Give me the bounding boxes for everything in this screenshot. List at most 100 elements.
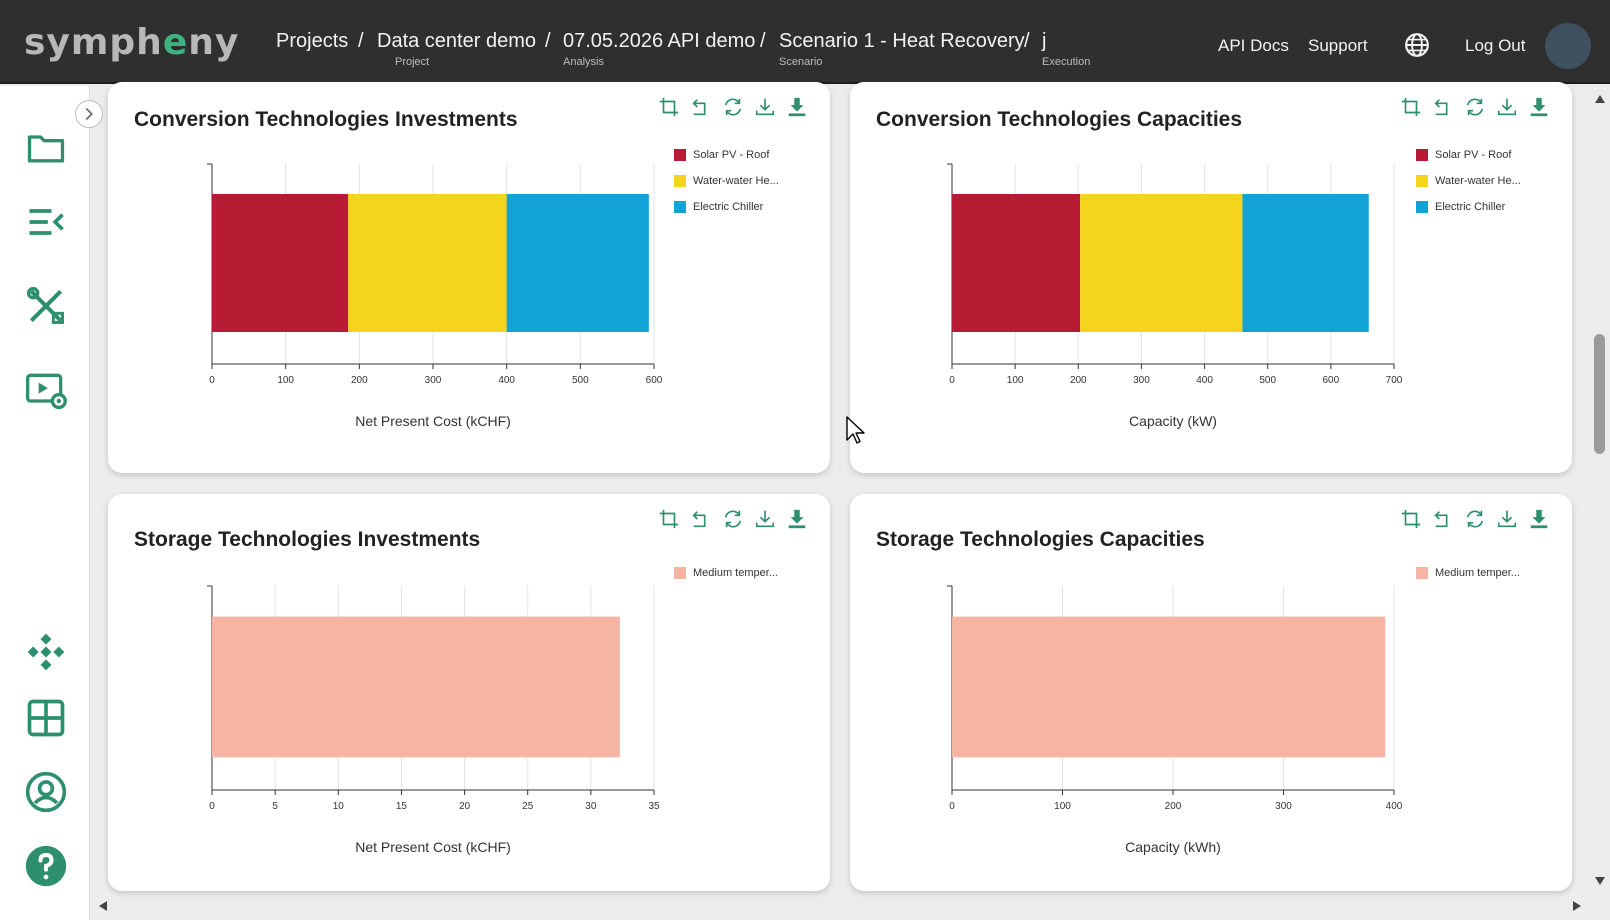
x-tick-label: 0 [209,375,215,386]
horizontal-scrollbar[interactable] [92,896,1590,916]
card-title: Conversion Technologies Investments [134,108,518,131]
breadcrumb-separator: / [545,30,551,52]
legend-item[interactable]: Medium temper... [1416,560,1520,586]
scroll-up-icon[interactable] [1594,94,1606,104]
download-icon[interactable] [754,508,776,530]
refresh-icon[interactable] [722,508,744,530]
refresh-icon[interactable] [1464,508,1486,530]
bar-segment[interactable] [212,194,349,332]
x-tick-label: 200 [1070,375,1087,386]
x-tick-label: 300 [425,375,442,386]
tools-icon[interactable] [24,284,68,328]
x-axis-label: Capacity (kWh) [1125,839,1221,855]
bar-segment[interactable] [212,616,620,758]
x-tick-label: 30 [585,801,597,812]
x-tick-label: 600 [1323,375,1340,386]
download-image-icon[interactable] [786,508,808,530]
legend-item[interactable]: Electric Chiller [1416,194,1521,220]
grid-icon[interactable] [24,696,68,740]
download-icon[interactable] [1496,508,1518,530]
scroll-left-icon[interactable] [98,900,108,912]
breadcrumb-scenario[interactable]: Scenario 1 - Heat Recovery Scenario [779,30,1025,68]
x-tick-label: 25 [522,801,534,812]
breadcrumb-analysis[interactable]: 07.05.2026 API demo Analysis [563,30,756,68]
chart-toolbar [1400,508,1550,530]
x-tick-label: 600 [646,375,663,386]
bar-segment[interactable] [1242,194,1369,332]
refresh-icon[interactable] [1464,96,1486,118]
chart-toolbar [658,508,808,530]
x-tick-label: 100 [1007,375,1024,386]
scroll-right-icon[interactable] [1572,900,1582,912]
list-collapse-icon[interactable] [24,200,68,244]
storage-investments-chart: 0 5 10 15 20 25 30 35 Net Present Cost (kCHF) [207,585,660,855]
card-title: Conversion Technologies Capacities [876,108,1243,131]
diamond-network-icon[interactable] [24,630,68,674]
bar-segment[interactable] [952,616,1386,758]
undo-zoom-icon[interactable] [690,508,712,530]
legend-item[interactable]: Solar PV - Roof [1416,142,1521,168]
support-link[interactable]: Support [1308,36,1368,55]
undo-zoom-icon[interactable] [1432,96,1454,118]
x-axis-label: Net Present Cost (kCHF) [355,413,511,429]
card-title: Storage Technologies Capacities [876,528,1205,551]
logout-link[interactable]: Log Out [1465,36,1526,55]
legend-item[interactable]: Water-water He... [674,168,779,194]
sidebar-expand-button[interactable] [75,100,103,128]
breadcrumb-separator: / [1024,30,1030,52]
folder-icon[interactable] [24,126,68,170]
conversion-capacities-chart: 0 100 200 300 400 500 600 700 Capacity (kW) [947,163,1403,429]
globe-icon[interactable] [1404,32,1430,58]
scrollbar-thumb[interactable] [1594,334,1605,454]
crop-zoom-icon[interactable] [658,96,680,118]
user-circle-icon[interactable] [24,770,68,814]
download-icon[interactable] [1496,96,1518,118]
breadcrumb-project[interactable]: Data center demo Project [377,30,536,68]
download-image-icon[interactable] [1528,508,1550,530]
scroll-down-icon[interactable] [1594,876,1606,886]
bar-segment[interactable] [348,194,507,332]
x-tick-label: 100 [277,375,294,386]
crop-zoom-icon[interactable] [1400,508,1422,530]
storage-investments-card: Storage Technologies Investments Medium … [108,494,830,891]
download-image-icon[interactable] [1528,96,1550,118]
breadcrumb-projects[interactable]: Projects [276,30,349,52]
chart-legend: Medium temper... [1416,560,1520,586]
legend-item[interactable]: Solar PV - Roof [674,142,779,168]
legend-item[interactable]: Electric Chiller [674,194,779,220]
x-tick-label: 400 [1196,375,1213,386]
video-settings-icon[interactable] [24,368,68,412]
symphony-logo[interactable]: sympheny [24,22,240,63]
refresh-icon[interactable] [722,96,744,118]
legend-item[interactable]: Water-water He... [1416,168,1521,194]
avatar[interactable] [1545,23,1591,69]
download-image-icon[interactable] [786,96,808,118]
bar-segment[interactable] [506,194,649,332]
bar-segment[interactable] [1080,194,1243,332]
help-icon[interactable] [24,844,68,888]
api-docs-link[interactable]: API Docs [1218,36,1289,55]
legend-item[interactable]: Medium temper... [674,560,778,586]
download-icon[interactable] [754,96,776,118]
chart-toolbar [658,96,808,118]
vertical-scrollbar[interactable] [1590,86,1610,900]
crop-zoom-icon[interactable] [658,508,680,530]
breadcrumb-separator: / [760,30,766,52]
breadcrumb-separator: / [358,30,364,52]
x-tick-label: 300 [1275,801,1292,812]
undo-zoom-icon[interactable] [690,96,712,118]
x-tick-label: 15 [396,801,408,812]
x-axis-label: Capacity (kW) [1129,413,1217,429]
card-title: Storage Technologies Investments [134,528,481,551]
x-tick-label: 20 [459,801,471,812]
x-tick-label: 0 [949,801,955,812]
undo-zoom-icon[interactable] [1432,508,1454,530]
x-tick-label: 400 [1386,801,1403,812]
breadcrumb-execution[interactable]: j Execution [1042,30,1091,68]
conversion-capacities-card: Conversion Technologies Capacities Solar… [850,82,1572,473]
conversion-investments-card: Conversion Technologies Investments Sola… [108,82,830,473]
crop-zoom-icon[interactable] [1400,96,1422,118]
bar-segment[interactable] [952,194,1081,332]
x-tick-label: 200 [351,375,368,386]
x-tick-label: 400 [498,375,515,386]
